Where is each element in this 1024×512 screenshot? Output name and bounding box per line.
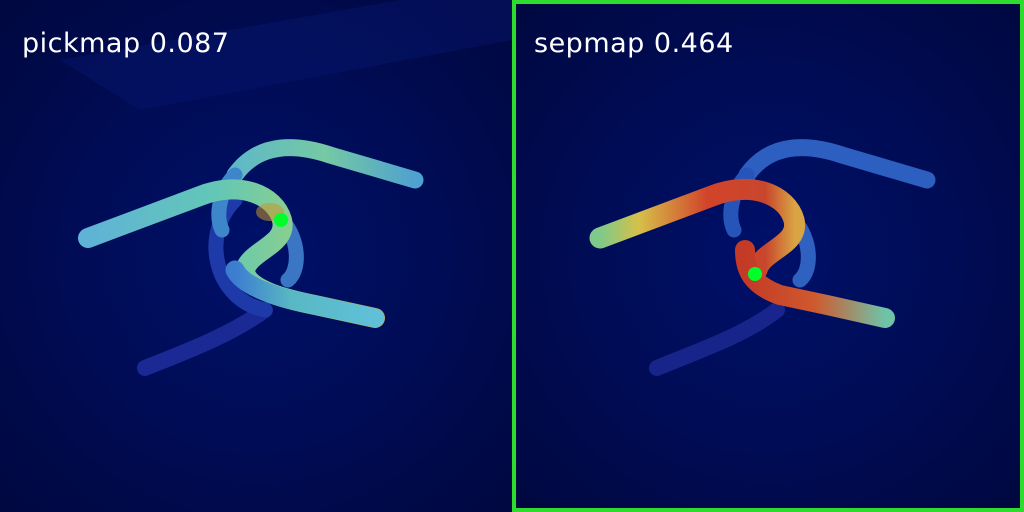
- pickmap-panel: pickmap 0.087: [0, 0, 512, 512]
- pickmap-heatmap: [0, 0, 512, 512]
- sepmap-panel: sepmap 0.464: [512, 0, 1024, 512]
- sep-point-marker: [748, 267, 762, 281]
- pickmap-label: pickmap 0.087: [22, 28, 230, 59]
- sepmap-heatmap: [516, 4, 1020, 508]
- pick-point-marker: [274, 213, 288, 227]
- sepmap-label: sepmap 0.464: [534, 28, 734, 59]
